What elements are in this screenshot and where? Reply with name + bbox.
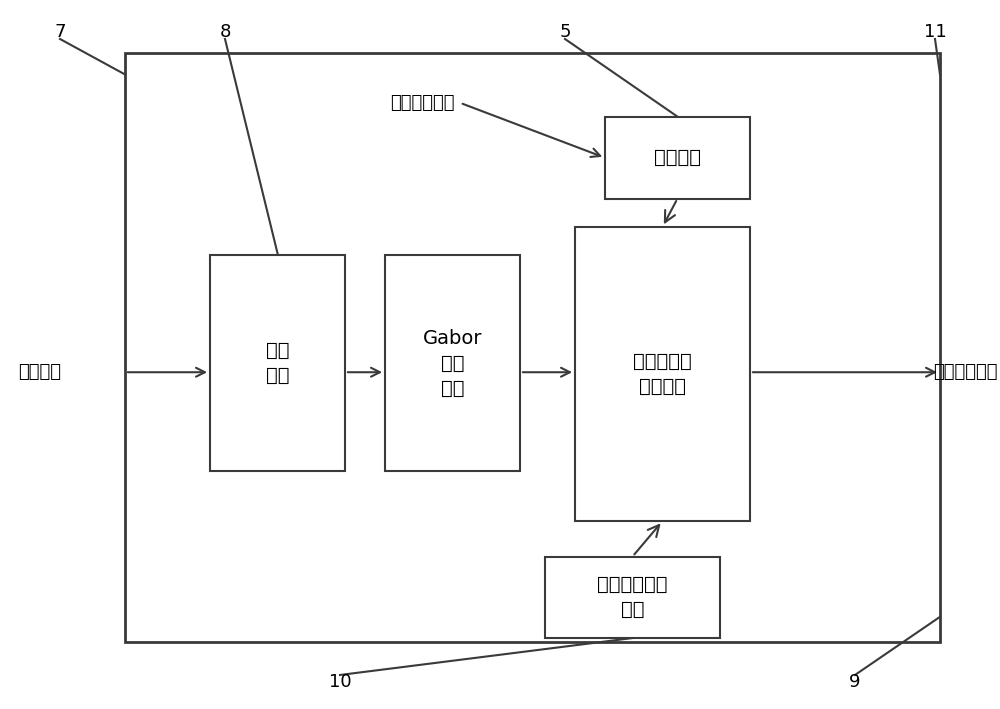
Text: 在线校正: 在线校正 [654, 148, 701, 167]
Text: 8: 8 [219, 23, 231, 41]
Text: 10: 10 [329, 673, 351, 691]
Text: 输出软测量值: 输出软测量值 [933, 363, 997, 381]
Text: 混沌人工蜂群
优化: 混沌人工蜂群 优化 [597, 575, 668, 620]
Text: 9: 9 [849, 673, 861, 691]
Bar [605, 117, 750, 199]
Bar [545, 557, 720, 638]
Text: 在线生产数据: 在线生产数据 [390, 94, 455, 112]
Text: 7: 7 [54, 23, 66, 41]
Text: 混沌
重构: 混沌 重构 [266, 341, 289, 386]
Text: 5: 5 [559, 23, 571, 41]
Bar [385, 255, 520, 471]
Text: Gabor
小波
分析: Gabor 小波 分析 [423, 329, 482, 398]
Text: 11: 11 [924, 23, 946, 41]
Text: 极端随机树
测量模型: 极端随机树 测量模型 [633, 352, 692, 396]
Bar [575, 227, 750, 521]
Bar [210, 255, 345, 471]
Text: 输入数据: 输入数据 [18, 363, 62, 381]
Bar [125, 53, 940, 642]
